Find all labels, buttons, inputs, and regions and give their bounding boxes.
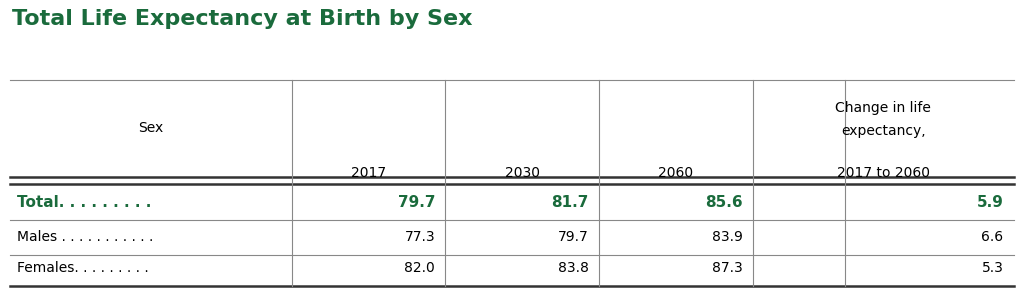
Text: Total. . . . . . . . .: Total. . . . . . . . .	[17, 195, 152, 209]
Text: 6.6: 6.6	[981, 230, 1004, 245]
Text: 83.9: 83.9	[712, 230, 742, 245]
Text: 87.3: 87.3	[712, 261, 742, 275]
Text: 77.3: 77.3	[404, 230, 435, 245]
Text: Males . . . . . . . . . . .: Males . . . . . . . . . . .	[17, 230, 154, 245]
Text: 85.6: 85.6	[705, 195, 742, 209]
Text: 79.7: 79.7	[397, 195, 435, 209]
Text: expectancy,: expectancy,	[841, 124, 926, 138]
Text: Females. . . . . . . . .: Females. . . . . . . . .	[17, 261, 150, 275]
Text: 2017: 2017	[351, 165, 386, 180]
Text: 82.0: 82.0	[404, 261, 435, 275]
Text: 79.7: 79.7	[558, 230, 589, 245]
Text: 2017 to 2060: 2017 to 2060	[837, 165, 930, 180]
Text: 81.7: 81.7	[552, 195, 589, 209]
Text: Sex: Sex	[138, 121, 164, 135]
Text: Total Life Expectancy at Birth by Sex: Total Life Expectancy at Birth by Sex	[12, 9, 473, 29]
Text: 2060: 2060	[658, 165, 693, 180]
Text: 2030: 2030	[505, 165, 540, 180]
Text: 83.8: 83.8	[558, 261, 589, 275]
Text: 5.9: 5.9	[977, 195, 1004, 209]
Text: Change in life: Change in life	[836, 101, 931, 115]
Text: 5.3: 5.3	[982, 261, 1004, 275]
